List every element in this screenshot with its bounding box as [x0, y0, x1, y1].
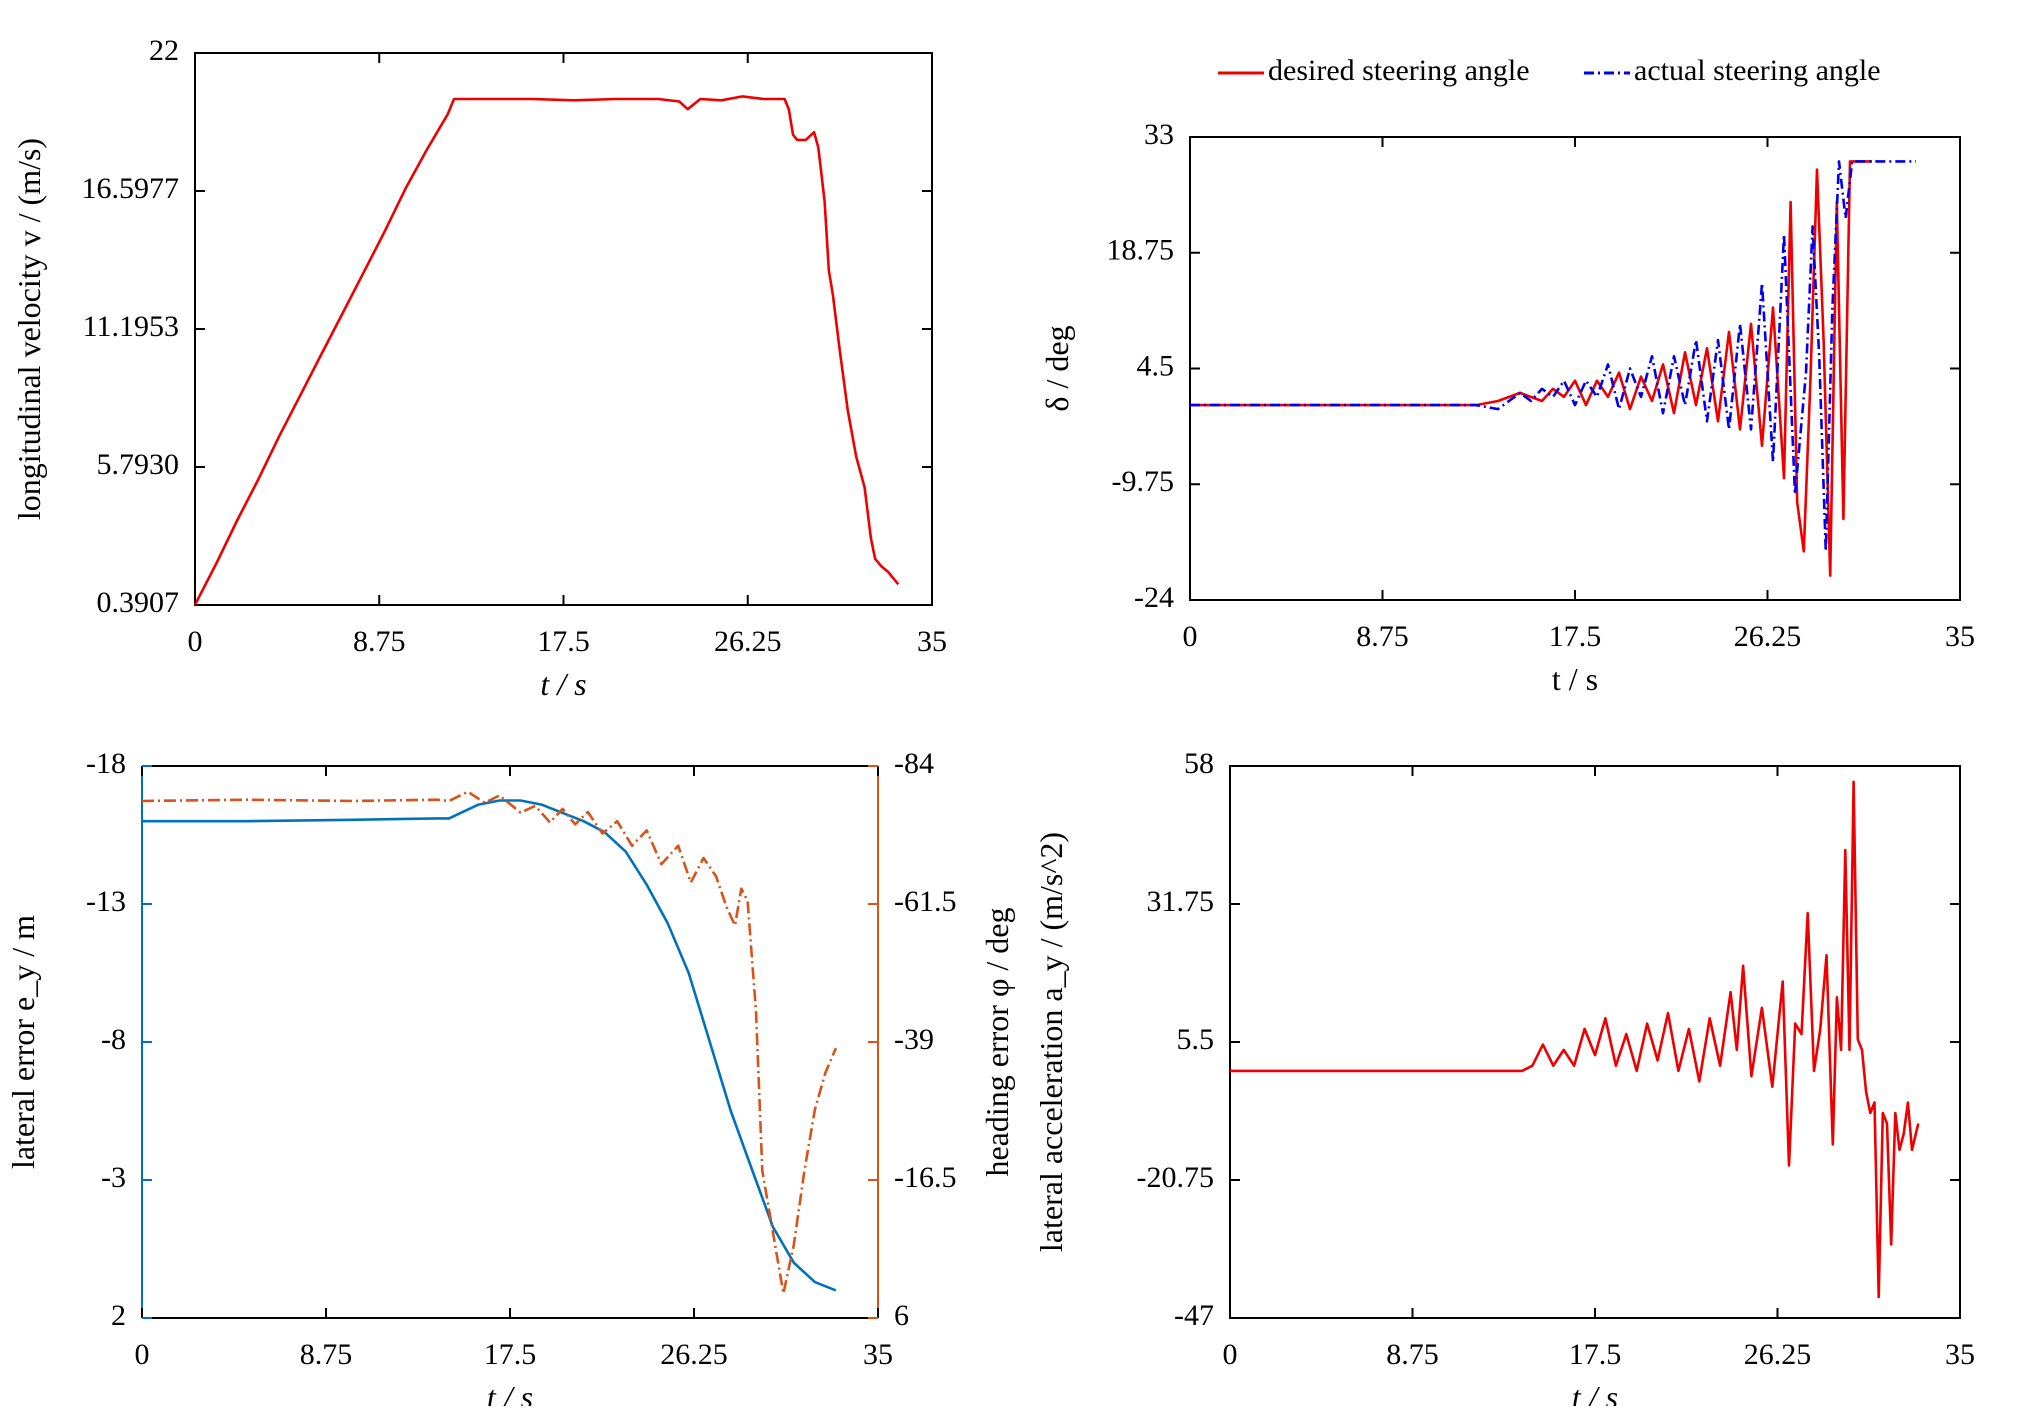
x-tick-label: 0: [1183, 620, 1198, 653]
x-tick-label: 26.25: [1734, 620, 1802, 653]
x-tick-label: 8.75: [353, 625, 406, 658]
y-tick-label: 58: [1184, 747, 1214, 780]
y-tick-label: -13: [86, 885, 126, 918]
legend-label-desired: desired steering angle: [1268, 54, 1530, 87]
x-tick-label: 26.25: [714, 625, 782, 658]
y-tick-label: 31.75: [1147, 885, 1215, 918]
series-actual-steering-angle: [1190, 160, 1916, 553]
y-tick-label: -16.5: [894, 1161, 957, 1194]
plot-velocity: 0 8.75 17.5 26.25 35 t / s 0.3907 5.7930 11.1953…: [11, 34, 947, 702]
y-tick-label: -47: [1174, 1299, 1214, 1332]
series-lateral-error: [142, 799, 837, 1292]
x-tick-label: 17.5: [1569, 1338, 1622, 1371]
x-tick-label: 0: [135, 1338, 150, 1371]
x-axis-label: t / s: [1552, 661, 1598, 697]
x-tick-label: 17.5: [537, 625, 590, 658]
plot-errors: 0 8.75 17.5 26.25 35 t / s 2 -3 -8 -13 -18 6 -16.5 -3…: [5, 747, 1015, 1411]
x-tick-label: 17.5: [1549, 620, 1602, 653]
y-tick-label: 0.3907: [97, 586, 180, 619]
x-tick-label: 35: [1945, 620, 1975, 653]
series-longitudinal-velocity: [193, 95, 900, 606]
y-axis-label: δ / deg: [1039, 325, 1075, 411]
y-tick-label: 18.75: [1107, 234, 1175, 267]
x-tick-label: 8.75: [1356, 620, 1409, 653]
y-tick-label: 5.7930: [97, 448, 180, 481]
y-tick-label: -18: [86, 747, 126, 780]
y-tick-label: -61.5: [894, 885, 957, 918]
x-axis-label: t / s: [487, 1379, 533, 1406]
y-tick-label: -3: [101, 1161, 126, 1194]
y-tick-label: -24: [1134, 581, 1174, 614]
x-axis-label: t / s: [1572, 1379, 1618, 1406]
x-tick-label: 26.25: [1744, 1338, 1812, 1371]
y-tick-label: 5.5: [1177, 1023, 1215, 1056]
y-tick-label: 2: [111, 1299, 126, 1332]
series-heading-error: [141, 790, 838, 1295]
x-tick-label: 8.75: [300, 1338, 353, 1371]
y-tick-label: 33: [1144, 118, 1174, 151]
plot-lateral_acc: 0 8.75 17.5 26.25 35 t / s -47 -20.75 5.5 31.75 58…: [1033, 747, 1975, 1411]
y-tick-label: 11.1953: [83, 310, 179, 343]
plot-frame: [194, 52, 933, 606]
y-tick-label: -9.75: [1112, 465, 1175, 498]
x-tick-label: 0: [188, 625, 203, 658]
y-tick-label: -8: [101, 1023, 126, 1056]
y-tick-label: 6: [894, 1299, 909, 1332]
y-tick-label: 4.5: [1137, 349, 1175, 382]
series-lateral-acceleration: [1230, 780, 1920, 1299]
y-tick-label: 22: [149, 34, 179, 67]
y-tick-label: -20.75: [1137, 1161, 1215, 1194]
y-axis-label-left: lateral error e_y / m: [5, 915, 41, 1169]
y-tick-label: -39: [894, 1023, 934, 1056]
x-tick-label: 0: [1223, 1338, 1238, 1371]
y-axis-label: lateral acceleration a_y / (m/s^2): [1033, 832, 1069, 1252]
x-tick-label: 8.75: [1386, 1338, 1439, 1371]
x-tick-label: 17.5: [484, 1338, 537, 1371]
y-tick-label: -84: [894, 747, 934, 780]
series-desired-steering-angle: [1190, 160, 1872, 577]
y-axis-label: longitudinal velocity v / (m/s): [11, 138, 47, 520]
x-tick-label: 35: [1945, 1338, 1975, 1371]
x-axis-label: t / s: [540, 666, 586, 702]
legend-label-actual: actual steering angle: [1634, 54, 1881, 87]
y-tick-label: 16.5977: [82, 172, 180, 205]
legend: desired steering angle actual steering an…: [1218, 54, 1881, 87]
y-axis-label-right: heading error φ / deg: [979, 907, 1015, 1176]
plot-steering: 0 8.75 17.5 26.25 35 t / s -24 -9.75 4.5 18.75 33 δ…: [1039, 54, 1975, 697]
x-tick-label: 35: [917, 625, 947, 658]
x-tick-label: 26.25: [660, 1338, 728, 1371]
x-tick-label: 35: [863, 1338, 893, 1371]
